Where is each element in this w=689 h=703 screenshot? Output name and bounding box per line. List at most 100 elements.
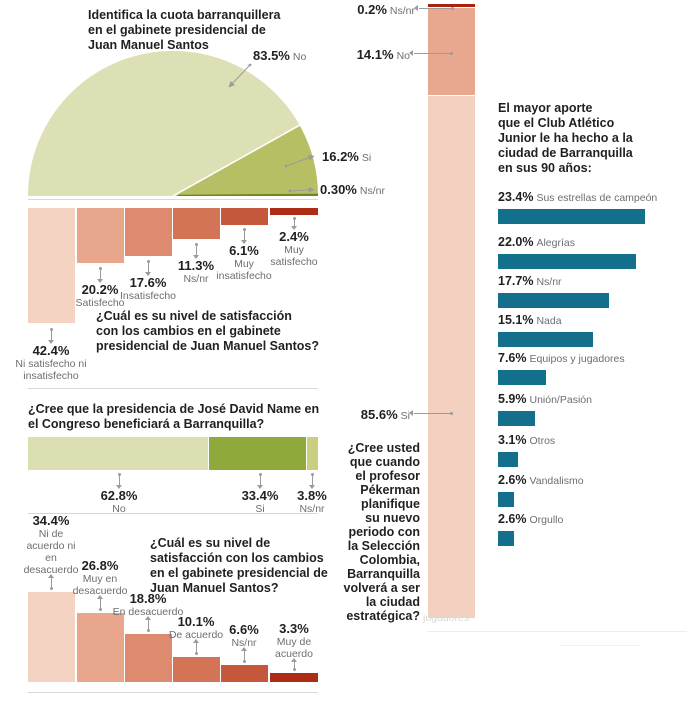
junior-bar-item: 22.0% Alegrías (498, 233, 678, 269)
pie-label-no: 83.5% No (253, 47, 306, 65)
stack-label-nsnr: 0.2% Ns/nr (340, 1, 415, 19)
bar (125, 208, 172, 256)
category-label: No (292, 51, 307, 63)
bar-label: 10.1% De acuerdo (156, 614, 236, 657)
title-line: planifique (360, 497, 420, 511)
category-label: Otros (529, 435, 556, 447)
divider (28, 513, 318, 514)
category-label: De acuerdo (168, 629, 224, 641)
bar-label: 42.4% Ni satisfecho ni insatisfecho (11, 327, 91, 382)
watermark-text: jugadores (423, 612, 470, 624)
title-line: en sus 90 años: (498, 161, 592, 175)
category-label: Muy insatisfecho (216, 258, 272, 282)
pct-label: 3.1% (498, 433, 527, 447)
hairline (427, 631, 687, 632)
segment-gap (428, 95, 475, 96)
pct-label: 42.4% (32, 343, 70, 358)
title-line: Barranquilla (347, 567, 420, 581)
stack-label-si: 85.6% Si (335, 406, 410, 424)
title-line: estratégica? (346, 609, 420, 623)
arrow-down-icon (144, 260, 151, 276)
arrow-up-icon (192, 639, 199, 655)
title-line: que el Club Atlético (498, 116, 615, 130)
teal-bar (498, 531, 514, 546)
bar-label: 22.0% Alegrías (498, 233, 678, 251)
bar-label: 26.8% Muy en desacuerdo (59, 558, 141, 613)
bar-label: 18.8% En desacuerdo (102, 591, 194, 634)
stacked-bar-chart (28, 437, 318, 470)
chart-title-semicircle: Identifica la cuota barranquillera en el… (88, 8, 308, 53)
bar-label: 15.1% Nada (498, 311, 678, 329)
teal-bar (498, 492, 514, 507)
title-line: Colombia, (359, 553, 420, 567)
chart-title-acuerdo: ¿Cuál es su nivel de satisfacción con lo… (150, 536, 330, 596)
category-label: Ns/nr (299, 503, 325, 515)
pct-label: 0.2% (357, 2, 387, 17)
chart-title-name-congreso: ¿Cree que la presidencia de José David N… (28, 402, 328, 432)
bar-label: 3.8% Ns/nr (274, 472, 350, 515)
title-line: Identifica la cuota barranquillera (88, 8, 281, 22)
teal-bar (498, 370, 546, 385)
bar-label: 3.1% Otros (498, 431, 678, 449)
pct-label: 2.4% (279, 229, 309, 244)
pie-label-nsnr: 0.30% Ns/nr (320, 181, 385, 199)
bar (28, 592, 75, 682)
arrow-up-icon (144, 616, 151, 632)
pct-label: 83.5% (253, 48, 290, 63)
pct-label: 7.6% (498, 351, 527, 365)
category-label: Ns/nr (536, 276, 562, 288)
category-label: Alegrías (536, 237, 575, 249)
title-line: en el gabinete presidencial de (150, 566, 328, 580)
category-label: Muy satisfecho (270, 244, 318, 268)
arrow-down-icon (240, 228, 247, 244)
junior-bar-item: 7.6% Equipos y jugadores (498, 349, 678, 385)
divider (28, 692, 318, 693)
chart-title-pekerman: ¿Cree usted que cuando el profesor Péker… (330, 441, 420, 623)
pct-label: 6.1% (229, 243, 259, 258)
category-label: No (396, 50, 410, 62)
arrow-down-icon (308, 473, 315, 489)
junior-bar-item: 5.9% Unión/Pasión (498, 390, 678, 426)
teal-bar (498, 293, 609, 308)
pct-label: 62.8% (100, 488, 138, 503)
title-line: Juan Manuel Santos? (150, 581, 279, 595)
bar (77, 613, 124, 682)
junior-bar-item: 15.1% Nada (498, 311, 678, 347)
category-label: Muy de acuerdo (275, 636, 313, 660)
arrow-up-icon (290, 658, 297, 671)
vertical-stacked-bar-chart (428, 4, 475, 618)
bar-label: 5.9% Unión/Pasión (498, 390, 678, 408)
title-line: presidencial de Juan Manuel Santos? (96, 339, 319, 353)
pct-label: 22.0% (498, 235, 534, 249)
pct-label: 3.8% (297, 488, 327, 503)
pct-label: 34.4% (32, 513, 70, 528)
teal-bar (498, 209, 645, 224)
junior-bar-item: 2.6% Orgullo (498, 510, 678, 546)
category-label: Satisfecho (75, 297, 125, 309)
pct-label: 16.2% (322, 149, 359, 164)
arrow-down-icon (47, 328, 54, 344)
category-label: Si (361, 152, 372, 164)
category-label: Si (400, 410, 410, 422)
pct-label: 20.2% (81, 282, 119, 297)
stacked-segment-si (209, 437, 306, 470)
title-line: la Selección (347, 539, 420, 553)
category-label: Si (255, 503, 265, 515)
title-line: Junior le ha hecho a la (498, 131, 633, 145)
pct-label: 2.6% (498, 473, 527, 487)
category-label: Ns/nr (389, 5, 415, 17)
teal-bar (498, 254, 636, 269)
divider (28, 388, 318, 389)
pct-label: 26.8% (81, 558, 119, 573)
title-line: volverá a ser (343, 581, 420, 595)
slice-separator (172, 124, 300, 196)
title-line: Pékerman (360, 483, 420, 497)
bar (270, 673, 318, 682)
pct-label: 18.8% (129, 591, 167, 606)
title-line: Juan Manuel Santos (88, 38, 209, 52)
title-line: ¿Cree usted (347, 441, 420, 455)
stacked-segment-nsnr (428, 4, 475, 7)
chart-title-junior: El mayor aporte que el Club Atlético Jun… (498, 101, 678, 176)
bar-label: 11.3% Ns/nr (156, 242, 236, 285)
